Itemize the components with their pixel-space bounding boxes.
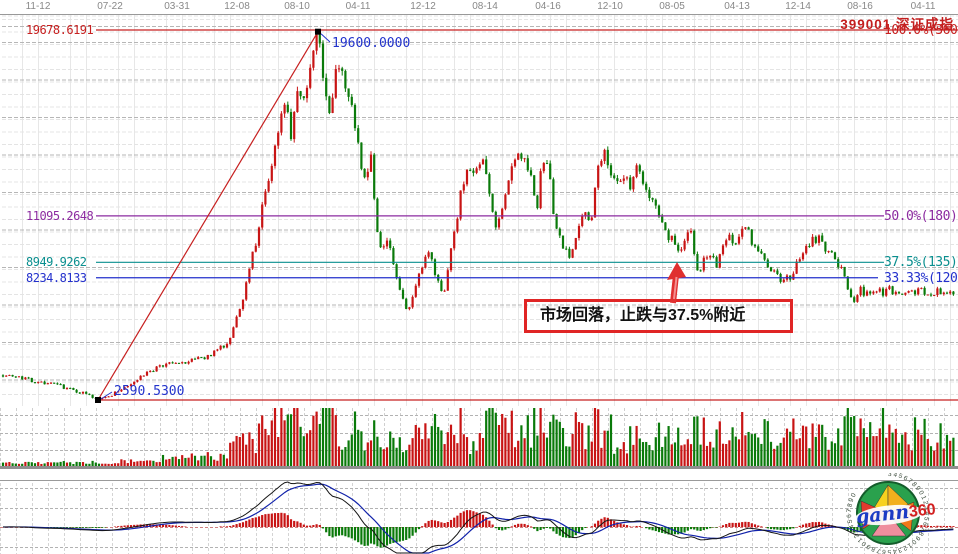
date-label: 08-16	[847, 1, 873, 12]
date-label: 12-12	[410, 1, 436, 12]
macd-zero-line	[0, 527, 958, 528]
date-axis: 11-12 07-22 03-31 12-08 08-10 04-11 12-12 08-14…	[0, 0, 958, 15]
date-label: 08-14	[472, 1, 498, 12]
volume-pane[interactable]	[0, 406, 958, 466]
date-label: 04-11	[910, 1, 936, 12]
volume-gridline	[0, 450, 958, 451]
macd-gridline	[0, 488, 958, 489]
level-price-label: 11095.2648	[26, 208, 94, 223]
date-label: 04-16	[535, 1, 561, 12]
volume-baseline	[0, 466, 958, 469]
date-label: 08-10	[284, 1, 310, 12]
level-percent-label: 50.0%(180)	[884, 208, 958, 224]
date-label: 12-08	[224, 1, 250, 12]
level-percent-label: 33.33%(120)	[884, 270, 958, 286]
volume-gridline	[0, 433, 958, 434]
level-price-label: 8949.9262	[26, 255, 87, 270]
date-label: 12-10	[597, 1, 623, 12]
macd-gridline	[0, 508, 958, 509]
date-label: 04-13	[724, 1, 750, 12]
annotation-box[interactable]: 市场回落，止跌与37.5%附近	[524, 299, 793, 333]
price-pane[interactable]	[0, 15, 958, 406]
date-label: 12-14	[785, 1, 811, 12]
level-percent-label: 37.5%(135)	[884, 255, 958, 271]
peak-price-label: 19600.0000	[332, 36, 411, 51]
date-label: 11-12	[25, 1, 51, 12]
date-label: 07-22	[97, 1, 123, 12]
date-label: 03-31	[164, 1, 190, 12]
annotation-text: 市场回落，止跌与37.5%附近	[540, 307, 746, 324]
date-label: 04-11	[345, 1, 371, 12]
gann360-logo: 34567890123456789012345678901234567890 g…	[846, 473, 937, 554]
level-percent-label: 100.0%(360)	[884, 23, 958, 38]
logo-band	[855, 504, 923, 526]
low-price-label: 2590.5300	[114, 384, 185, 399]
date-label: 08-05	[659, 1, 685, 12]
chart-title: 399001 深证成指	[840, 17, 954, 32]
macd-pane[interactable]	[0, 480, 958, 554]
level-price-label: 8234.8133	[26, 270, 87, 285]
volume-gridline	[0, 415, 958, 416]
level-price-label: 19678.6191	[26, 23, 94, 37]
macd-gridline	[0, 547, 958, 548]
